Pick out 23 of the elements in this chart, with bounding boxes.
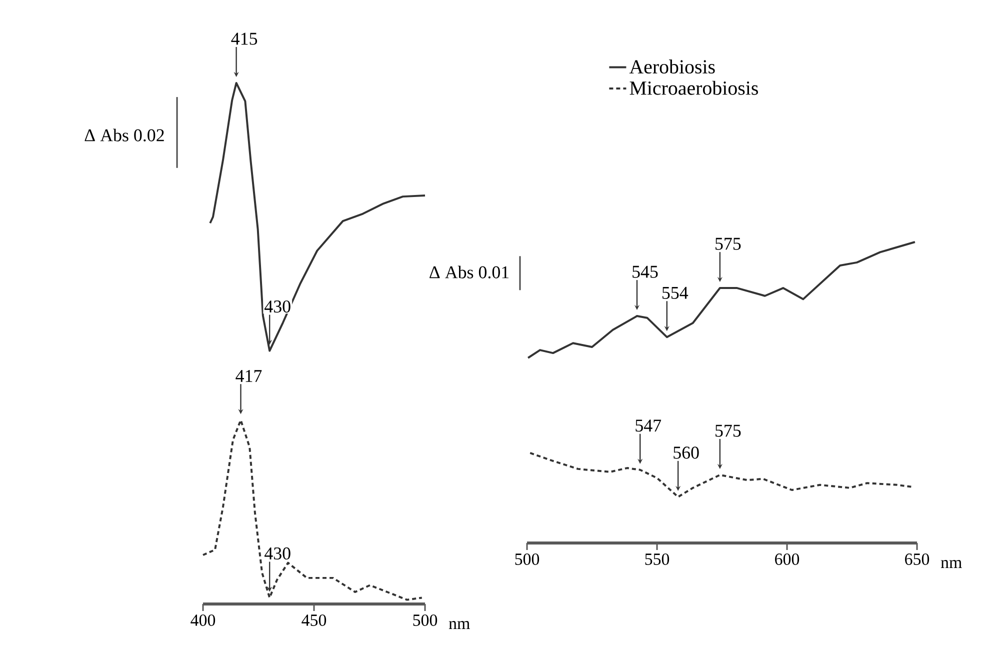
x-axis-title: nm [448, 620, 470, 629]
x-axis-title: nm [940, 560, 962, 568]
annotation: 430 [264, 300, 290, 313]
legend-label: Microaerobiosis [630, 80, 758, 95]
x-tick-label: 550 [645, 554, 670, 565]
annotation: 430 [264, 547, 290, 560]
annotation: 547 [636, 420, 662, 432]
x-tick-label: 450 [302, 614, 326, 626]
legend-label: Aerobiosis [629, 60, 715, 74]
annotation: 415 [231, 32, 258, 45]
annotation: 554 [662, 286, 688, 299]
x-tick-label: 500 [515, 554, 540, 565]
annotation: 545 [632, 266, 658, 278]
annotation: 560 [674, 446, 699, 459]
annotation: 575 [716, 424, 741, 437]
x-tick-label: 500 [413, 614, 438, 626]
x-tick-label: 600 [775, 554, 800, 565]
x-tick-label: 400 [190, 614, 216, 626]
annotation: 575 [716, 238, 741, 250]
annotation: 417 [236, 370, 262, 382]
text: Δ Abs 0.01 [430, 266, 509, 278]
text: Δ Abs 0.02 [84, 128, 164, 142]
x-tick-label: 650 [905, 554, 930, 565]
